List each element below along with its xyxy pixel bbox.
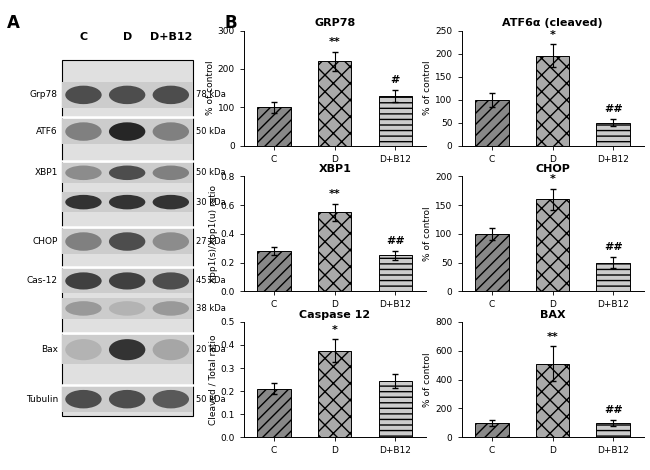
- Text: D: D: [122, 32, 132, 42]
- Text: Cas-12: Cas-12: [27, 276, 58, 285]
- Ellipse shape: [109, 195, 146, 209]
- Bar: [62, 82, 192, 108]
- Text: 20 kDa: 20 kDa: [196, 345, 226, 354]
- Text: 45 kDa: 45 kDa: [196, 276, 226, 285]
- Ellipse shape: [65, 232, 101, 251]
- Y-axis label: % of control: % of control: [205, 61, 214, 116]
- Bar: [318, 351, 352, 437]
- Bar: [536, 56, 569, 146]
- Title: CHOP: CHOP: [535, 164, 570, 174]
- Bar: [62, 119, 192, 144]
- Title: GRP78: GRP78: [314, 18, 356, 28]
- Bar: [257, 389, 291, 437]
- Bar: [62, 269, 192, 293]
- Text: ##: ##: [604, 242, 623, 252]
- Y-axis label: Xbp1(s)/Xbp1(u) ratio: Xbp1(s)/Xbp1(u) ratio: [209, 185, 218, 283]
- Bar: [62, 335, 192, 364]
- Bar: [379, 381, 412, 437]
- Text: ##: ##: [604, 405, 623, 415]
- Text: 50 kDa: 50 kDa: [196, 168, 226, 177]
- Ellipse shape: [65, 301, 101, 316]
- Text: CHOP: CHOP: [32, 237, 58, 246]
- Ellipse shape: [109, 301, 146, 316]
- Text: ##: ##: [386, 236, 405, 246]
- Y-axis label: Cleaved / Total ratio: Cleaved / Total ratio: [209, 334, 218, 425]
- Bar: [62, 163, 192, 183]
- Text: *: *: [332, 325, 338, 335]
- Ellipse shape: [65, 195, 101, 209]
- Bar: [536, 199, 569, 291]
- Ellipse shape: [109, 272, 146, 290]
- Text: Tubulin: Tubulin: [26, 395, 58, 404]
- Ellipse shape: [109, 165, 146, 180]
- Bar: [318, 212, 352, 291]
- Bar: [62, 298, 192, 319]
- Bar: [318, 61, 352, 146]
- Text: XBP1: XBP1: [34, 168, 58, 177]
- Y-axis label: % of control: % of control: [423, 206, 432, 261]
- Ellipse shape: [153, 272, 189, 290]
- Text: B: B: [224, 14, 237, 32]
- Text: 50 kDa: 50 kDa: [196, 127, 226, 136]
- Title: Caspase 12: Caspase 12: [299, 310, 370, 320]
- Ellipse shape: [65, 122, 101, 141]
- Bar: [379, 255, 412, 291]
- Text: 50 kDa: 50 kDa: [196, 395, 226, 404]
- Bar: [379, 96, 412, 146]
- Ellipse shape: [109, 339, 146, 360]
- Ellipse shape: [153, 339, 189, 360]
- Bar: [597, 423, 630, 437]
- Text: 78 kDa: 78 kDa: [196, 90, 226, 99]
- Ellipse shape: [153, 390, 189, 408]
- Ellipse shape: [65, 390, 101, 408]
- Title: BAX: BAX: [540, 310, 566, 320]
- Text: **: **: [547, 332, 558, 342]
- Bar: [475, 234, 508, 291]
- Bar: [597, 123, 630, 146]
- Bar: [62, 386, 192, 412]
- Y-axis label: % of control: % of control: [423, 61, 432, 116]
- Bar: [475, 100, 508, 146]
- Ellipse shape: [153, 232, 189, 251]
- Text: #: #: [391, 76, 400, 86]
- Bar: [257, 107, 291, 146]
- Ellipse shape: [65, 86, 101, 104]
- Bar: [475, 423, 508, 437]
- Bar: [62, 60, 192, 415]
- Text: Bax: Bax: [41, 345, 58, 354]
- Ellipse shape: [109, 390, 146, 408]
- Ellipse shape: [109, 122, 146, 141]
- Ellipse shape: [65, 339, 101, 360]
- Ellipse shape: [153, 86, 189, 104]
- Text: 27 kDa: 27 kDa: [196, 237, 226, 246]
- Ellipse shape: [109, 86, 146, 104]
- Bar: [597, 263, 630, 291]
- Text: *: *: [549, 174, 556, 184]
- Ellipse shape: [153, 301, 189, 316]
- Title: ATF6α (cleaved): ATF6α (cleaved): [502, 18, 603, 28]
- Title: XBP1: XBP1: [318, 164, 351, 174]
- Text: **: **: [329, 37, 341, 47]
- Ellipse shape: [109, 232, 146, 251]
- Text: A: A: [6, 14, 20, 32]
- Text: 30 kDa: 30 kDa: [196, 197, 226, 207]
- Text: 38 kDa: 38 kDa: [196, 304, 226, 313]
- Ellipse shape: [153, 122, 189, 141]
- Text: C: C: [79, 32, 88, 42]
- Text: ATF6: ATF6: [36, 127, 58, 136]
- Ellipse shape: [65, 272, 101, 290]
- Bar: [62, 192, 192, 212]
- Bar: [62, 229, 192, 254]
- Text: *: *: [549, 30, 556, 40]
- Text: **: **: [329, 189, 341, 199]
- Text: D+B12: D+B12: [150, 32, 192, 42]
- Bar: [257, 251, 291, 291]
- Text: Grp78: Grp78: [30, 90, 58, 99]
- Ellipse shape: [153, 165, 189, 180]
- Text: ##: ##: [604, 104, 623, 114]
- Ellipse shape: [65, 165, 101, 180]
- Bar: [536, 364, 569, 437]
- Ellipse shape: [153, 195, 189, 209]
- Y-axis label: % of control: % of control: [423, 352, 432, 407]
